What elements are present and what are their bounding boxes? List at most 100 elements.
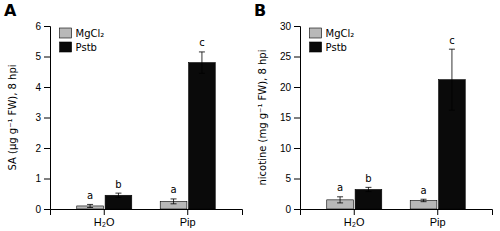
tick: 6 bbox=[35, 21, 50, 32]
tick: 10 bbox=[280, 143, 300, 154]
figure: 0 1 2 3 4 5 6 H₂O Pip SA (μg g⁻¹ FW), 8 hpi a a b c Mg… bbox=[0, 0, 500, 231]
legend-item: Pstb bbox=[310, 42, 347, 53]
tick-mark bbox=[294, 26, 300, 27]
legend-label: MgCl₂ bbox=[326, 28, 355, 39]
panel: 0123456H₂OPipSA (μg g⁻¹ FW), 8 hpiaabcMg… bbox=[4, 1, 243, 228]
panel-label: B bbox=[254, 1, 266, 20]
axis-domain bbox=[51, 210, 243, 216]
legend-item: MgCl₂ bbox=[310, 28, 355, 39]
tick: 25 bbox=[280, 51, 300, 62]
legend-swatch bbox=[310, 28, 322, 38]
legend-label: MgCl₂ bbox=[76, 28, 105, 39]
tick: 1 bbox=[35, 173, 50, 184]
tick-mark bbox=[44, 118, 50, 119]
y-axis-title: nicotine (mg g⁻¹ FW), 8 hpi bbox=[257, 50, 268, 186]
tick: 5 bbox=[35, 51, 50, 62]
y-axis-title: SA (μg g⁻¹ FW), 8 hpi bbox=[7, 64, 18, 170]
error-bar bbox=[365, 187, 371, 191]
annotation: a bbox=[337, 182, 343, 193]
annotations: aabc bbox=[87, 37, 205, 201]
tick: Pip bbox=[430, 209, 446, 228]
bar bbox=[410, 200, 437, 209]
error-bar bbox=[115, 193, 121, 197]
annotations: a a b c bbox=[337, 35, 455, 196]
legend: MgCl₂Pstb bbox=[60, 28, 105, 53]
tick-label: 5 bbox=[35, 51, 41, 62]
tick: Pip bbox=[180, 209, 196, 228]
tick-label: 6 bbox=[35, 21, 41, 32]
tick-label: H₂O bbox=[344, 216, 365, 228]
error-bar bbox=[199, 52, 205, 73]
panel: 0 5 10 15 20 25 30 H₂O Pip nicotine (mg g⁻¹ FW), … bbox=[254, 1, 493, 228]
tick-label: 1 bbox=[35, 173, 41, 184]
legend-label: Pstb bbox=[326, 42, 347, 53]
tick: 30 bbox=[280, 21, 300, 32]
tick-label: 2 bbox=[35, 143, 41, 154]
tick-label: 20 bbox=[280, 82, 292, 93]
tick-label: 4 bbox=[35, 82, 41, 93]
tick-mark bbox=[44, 179, 50, 180]
error-bar bbox=[449, 49, 455, 110]
bar bbox=[105, 195, 132, 209]
tick: H₂O bbox=[344, 209, 365, 228]
tick: H₂O bbox=[94, 209, 115, 228]
axis-domain bbox=[294, 27, 301, 210]
annotation: a bbox=[170, 184, 176, 195]
error-bar bbox=[171, 199, 177, 204]
tick: 15 bbox=[280, 112, 300, 123]
annotation: c bbox=[449, 35, 455, 46]
tick-label: 3 bbox=[35, 112, 41, 123]
tick: 5 bbox=[285, 173, 300, 184]
tick-label: Pip bbox=[180, 216, 196, 228]
bar bbox=[189, 63, 216, 209]
tick-mark bbox=[44, 26, 50, 27]
x-axis: H₂O Pip bbox=[51, 209, 243, 228]
tick-mark bbox=[294, 148, 300, 149]
tick: 2 bbox=[35, 143, 50, 154]
x-axis: H₂O Pip bbox=[301, 209, 493, 228]
tick: 4 bbox=[35, 82, 50, 93]
annotation: a bbox=[420, 185, 426, 196]
legend-swatch bbox=[310, 42, 322, 52]
tick-mark bbox=[294, 87, 300, 88]
tick-mark bbox=[294, 209, 300, 210]
tick-mark bbox=[294, 57, 300, 58]
tick-mark bbox=[104, 209, 105, 215]
error-bar bbox=[337, 197, 343, 203]
axis-domain bbox=[301, 210, 493, 216]
tick-mark bbox=[44, 87, 50, 88]
tick-label: H₂O bbox=[94, 216, 115, 228]
y-axis: 0 1 2 3 4 5 6 bbox=[35, 21, 50, 215]
tick-label: 0 bbox=[285, 204, 291, 215]
plot-area bbox=[77, 52, 216, 209]
tick: 20 bbox=[280, 82, 300, 93]
tick-label: 30 bbox=[280, 21, 292, 32]
tick-mark bbox=[294, 179, 300, 180]
legend-swatch bbox=[60, 28, 72, 38]
error-bar bbox=[421, 199, 427, 201]
tick-mark bbox=[44, 209, 50, 210]
annotation: c bbox=[199, 37, 205, 48]
legend-swatch bbox=[60, 42, 72, 52]
tick-mark bbox=[437, 209, 438, 215]
tick-label: 15 bbox=[280, 112, 292, 123]
legend: MgCl₂ Pstb bbox=[310, 28, 355, 53]
tick-mark bbox=[44, 57, 50, 58]
legend-item: MgCl₂ bbox=[60, 28, 105, 39]
bar bbox=[355, 189, 382, 209]
tick-mark bbox=[354, 209, 355, 215]
annotation: b bbox=[115, 179, 121, 190]
y-axis: 0 5 10 15 20 25 30 bbox=[280, 21, 301, 215]
tick: 0 bbox=[285, 204, 300, 215]
tick-label: 10 bbox=[280, 143, 292, 154]
tick-label: 25 bbox=[280, 51, 292, 62]
tick-label: 5 bbox=[285, 173, 291, 184]
error-bar bbox=[87, 204, 93, 207]
annotation: b bbox=[365, 173, 371, 184]
axis-domain bbox=[44, 27, 51, 210]
tick: 3 bbox=[35, 112, 50, 123]
plot-area bbox=[327, 49, 466, 209]
tick: 0 bbox=[35, 204, 50, 215]
panel-label: A bbox=[4, 1, 17, 20]
tick-label: 0 bbox=[35, 204, 41, 215]
